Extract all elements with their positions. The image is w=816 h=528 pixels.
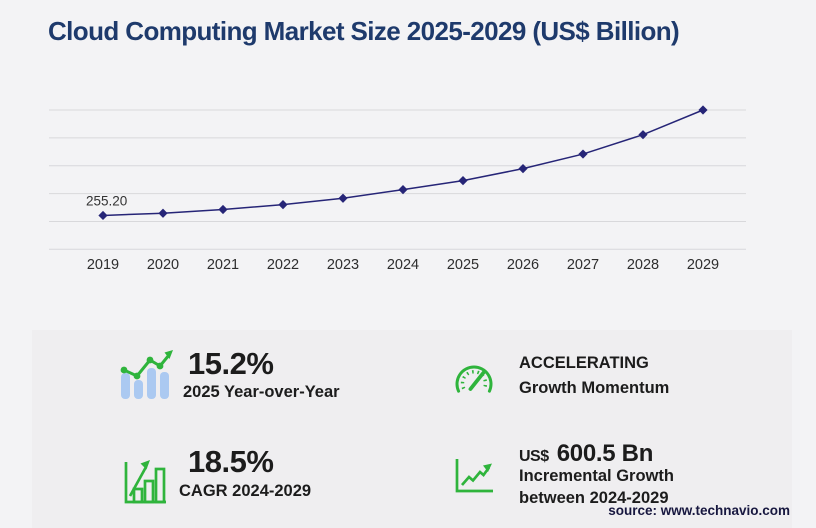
x-axis-label: 2024 <box>387 257 419 273</box>
data-point-marker <box>338 193 348 203</box>
bar-chart-growth-icon <box>124 460 166 504</box>
x-axis-label: 2023 <box>327 257 359 273</box>
data-point-label: 255.20 <box>86 193 127 208</box>
data-point-marker <box>578 149 588 159</box>
momentum-subline: Growth Momentum <box>519 379 670 397</box>
x-axis-label: 2022 <box>267 257 299 273</box>
data-point-marker <box>638 130 648 140</box>
yoy-growth-label: 2025 Year-over-Year <box>183 383 340 401</box>
speedometer-icon <box>455 365 493 393</box>
x-axis-label: 2029 <box>687 257 719 273</box>
x-axis-label: 2027 <box>567 257 599 273</box>
x-axis-label: 2020 <box>147 257 179 273</box>
series-line <box>102 109 704 217</box>
data-point-marker <box>278 199 288 210</box>
incremental-growth-value: US$ 600.5 Bn <box>519 435 653 466</box>
bar-line-growth-icon <box>120 350 173 399</box>
data-point-marker <box>698 105 708 115</box>
growth-axes-icon <box>455 459 493 493</box>
stats-panel: 15.2% 2025 Year-over-Year ACCELERATING G… <box>32 330 792 528</box>
x-axis-label: 2021 <box>207 257 239 273</box>
x-axis-label: 2028 <box>627 257 659 273</box>
yoy-growth-value: 15.2% <box>188 346 274 381</box>
market-size-line-chart: 2019 2020 2021 2022 2023 2024 2025 2026 2027 2028… <box>49 105 746 273</box>
cagr-label: CAGR 2024-2029 <box>179 482 312 500</box>
data-point-marker <box>218 204 228 215</box>
incremental-growth-period: between 2024-2029 <box>519 489 669 507</box>
incremental-growth-amount: 600.5 Bn <box>556 440 654 467</box>
data-point-marker <box>98 210 108 221</box>
momentum-headline: ACCELERATING <box>519 354 649 372</box>
incremental-growth-label: Incremental Growth <box>519 467 674 485</box>
x-axis-label: 2019 <box>87 257 119 273</box>
currency-prefix: US$ <box>519 448 549 465</box>
data-point-marker <box>458 175 468 186</box>
page-title: Cloud Computing Market Size 2025-2029 (U… <box>48 16 680 46</box>
data-point-marker <box>158 208 168 218</box>
data-point-marker <box>398 185 408 195</box>
cagr-value: 18.5% <box>188 444 274 479</box>
source-attribution: source: www.technavio.com <box>608 503 790 518</box>
x-axis-label: 2026 <box>507 257 539 273</box>
x-axis-label: 2025 <box>447 257 479 273</box>
